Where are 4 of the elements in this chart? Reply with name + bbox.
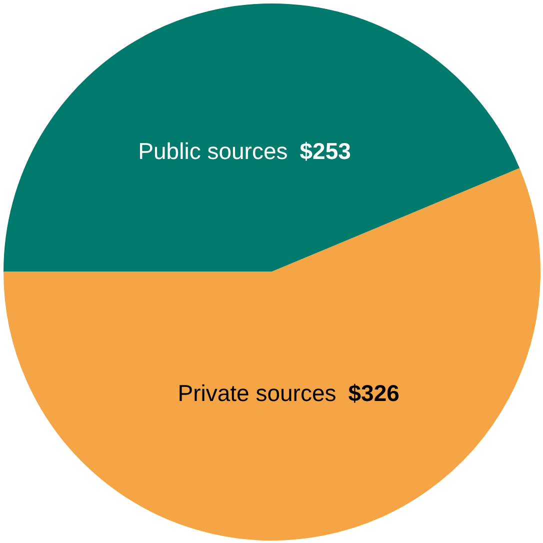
slice-label: Public sources: [138, 138, 288, 164]
data-label: $326: [348, 380, 400, 406]
data-label: $253: [300, 138, 351, 164]
slice-label: Private sources: [178, 380, 336, 406]
